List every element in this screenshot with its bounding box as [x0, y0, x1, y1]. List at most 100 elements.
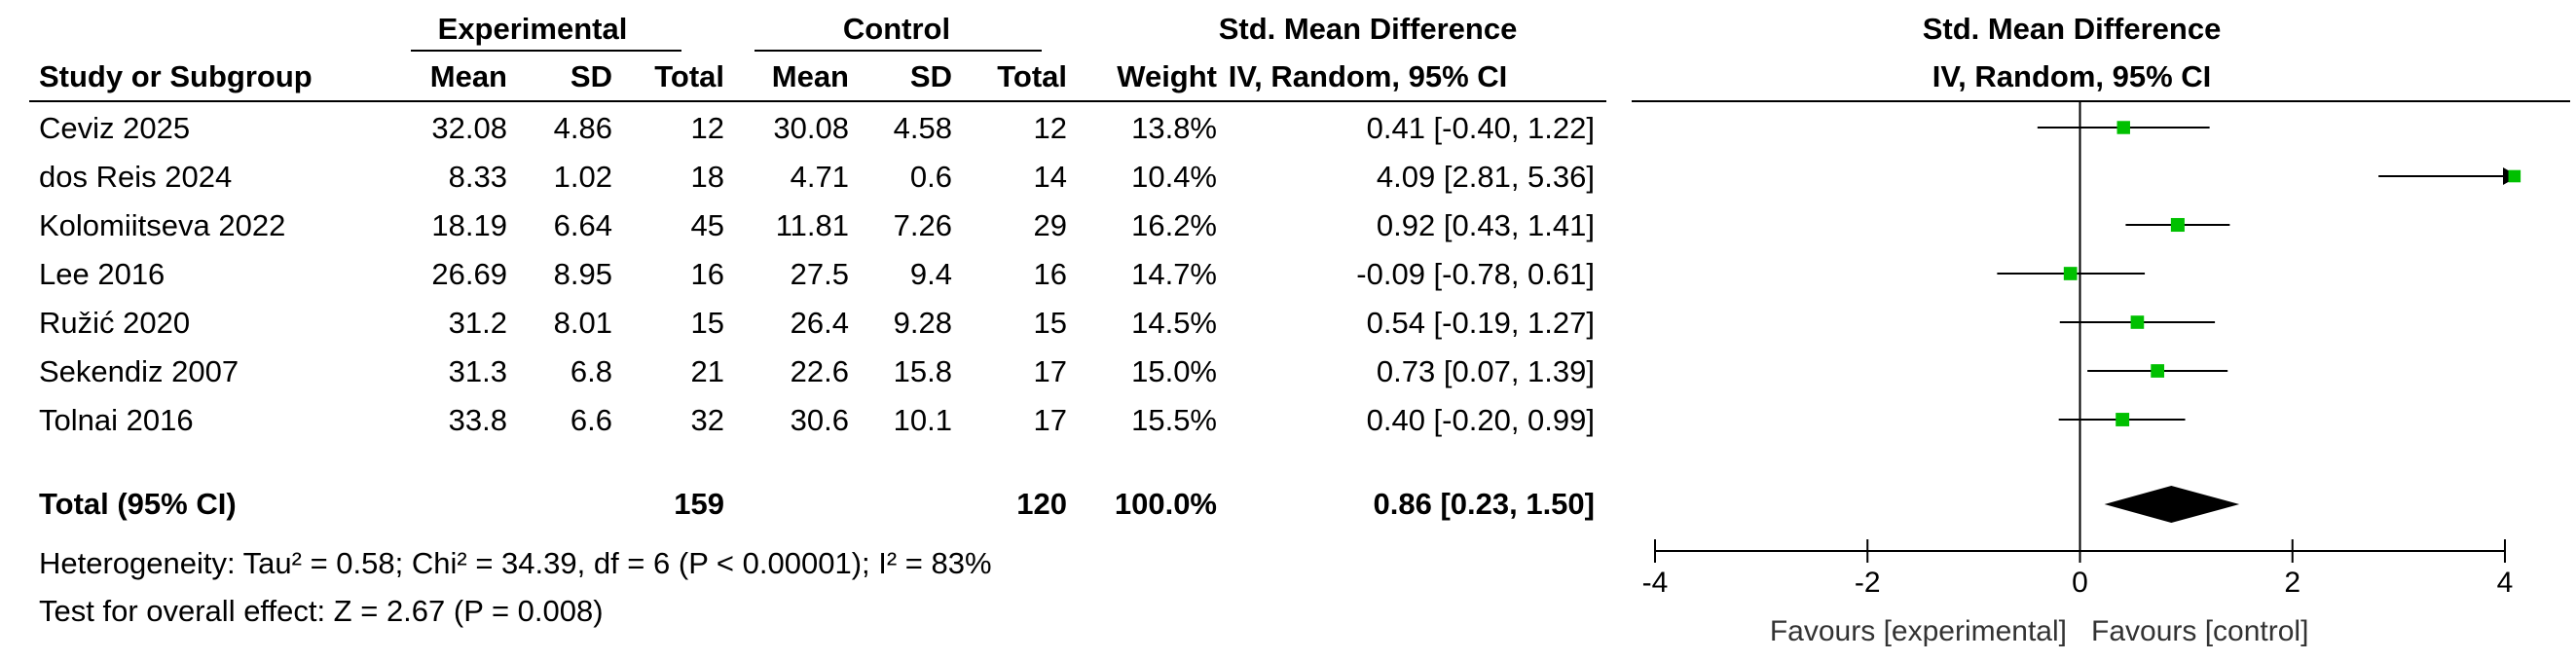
- e-total-cell: 32: [691, 403, 724, 437]
- c-sd-cell: 9.4: [910, 257, 952, 291]
- e-mean-cell: 18.19: [431, 208, 507, 242]
- e-mean-cell: 31.2: [449, 306, 507, 340]
- table-row: Sekendiz 2007 31.3 6.8 21 22.6 15.8 17 15.0% 0.7…: [39, 354, 1595, 388]
- e-total-cell: 12: [691, 111, 724, 145]
- point-estimate-marker: [2170, 217, 2185, 233]
- c-total-cell: 15: [1034, 306, 1067, 340]
- plot-column-header: Std. Mean Difference: [1923, 12, 2222, 46]
- smd-ci-cell: 0.92 [0.43, 1.41]: [1377, 208, 1595, 242]
- weight-cell: 13.8%: [1131, 111, 1217, 145]
- pooled-estimate-diamond: [2104, 486, 2240, 523]
- x-tick-label: -4: [1642, 567, 1669, 599]
- e-sd-cell: 6.8: [570, 354, 612, 388]
- c-mean-cell: 27.5: [791, 257, 849, 291]
- point-estimate-marker: [2151, 364, 2165, 378]
- total-weight: 100.0%: [1115, 487, 1217, 521]
- c-sd-cell: 15.8: [894, 354, 952, 388]
- smd-ci-cell: 0.54 [-0.19, 1.27]: [1367, 306, 1595, 340]
- x-tick-label: 0: [2072, 567, 2088, 599]
- table-row: Ceviz 2025 32.08 4.86 12 30.08 4.58 12 13.8% 0.4…: [39, 111, 1595, 145]
- table-row: Lee 2016 26.69 8.95 16 27.5 9.4 16 14.7% -0.09 […: [39, 257, 1595, 291]
- weight-cell: 14.7%: [1131, 257, 1217, 291]
- overall-effect-text: Test for overall effect: Z = 2.67 (P = 0…: [39, 594, 604, 628]
- e-sd-cell: 8.01: [554, 306, 612, 340]
- e-sd-cell: 4.86: [554, 111, 612, 145]
- total-c-count: 120: [1016, 487, 1067, 521]
- favours-control-label: Favours [control]: [2091, 615, 2308, 647]
- c-total-cell: 17: [1034, 354, 1067, 388]
- c-total-cell: 29: [1034, 208, 1067, 242]
- c-sd-cell: 0.6: [910, 160, 952, 194]
- point-estimate-marker: [2130, 315, 2145, 329]
- x-tick-label: 4: [2497, 567, 2514, 599]
- e-sd-cell: 6.6: [570, 403, 612, 437]
- point-estimate-marker: [2116, 413, 2130, 426]
- weight-cell: 14.5%: [1131, 306, 1217, 340]
- c-mean-header: Mean: [772, 59, 849, 93]
- study-name: Kolomiitseva 2022: [39, 208, 285, 242]
- e-mean-cell: 8.33: [449, 160, 507, 194]
- table-row: dos Reis 2024 8.33 1.02 18 4.71 0.6 14 10.4% 4.0…: [39, 160, 1595, 194]
- c-mean-cell: 26.4: [791, 306, 849, 340]
- e-sd-cell: 1.02: [554, 160, 612, 194]
- table-row: Ružić 2020 31.2 8.01 15 26.4 9.28 15 14.5% 0.54 …: [39, 306, 1595, 340]
- plot-area: -4 -2 0 2 4: [1642, 101, 2521, 599]
- c-sd-cell: 7.26: [894, 208, 952, 242]
- experimental-group-header: Experimental: [438, 12, 628, 46]
- study-name: Tolnai 2016: [39, 403, 194, 437]
- point-estimate-marker: [2508, 169, 2521, 183]
- weight-cell: 15.0%: [1131, 354, 1217, 388]
- c-mean-cell: 11.81: [776, 208, 849, 242]
- c-mean-cell: 30.6: [791, 403, 849, 437]
- control-group-header: Control: [843, 12, 950, 46]
- e-total-header: Total: [654, 59, 724, 93]
- e-total-cell: 21: [691, 354, 724, 388]
- study-name: Sekendiz 2007: [39, 354, 239, 388]
- x-tick-label: -2: [1855, 567, 1881, 599]
- c-total-cell: 17: [1034, 403, 1067, 437]
- table-row: Tolnai 2016 33.8 6.6 32 30.6 10.1 17 15.5% 0.40 …: [39, 403, 1595, 437]
- c-total-cell: 16: [1034, 257, 1067, 291]
- e-mean-cell: 31.3: [449, 354, 507, 388]
- study-column-header: Study or Subgroup: [39, 59, 313, 93]
- smd-ci-cell: 4.09 [2.81, 5.36]: [1377, 160, 1595, 194]
- e-mean-header: Mean: [430, 59, 507, 93]
- e-total-cell: 16: [691, 257, 724, 291]
- study-name: Ružić 2020: [39, 306, 190, 340]
- smd-ci-cell: -0.09 [-0.78, 0.61]: [1356, 257, 1595, 291]
- favours-experimental-label: Favours [experimental]: [1770, 615, 2067, 647]
- c-sd-cell: 9.28: [894, 306, 952, 340]
- heterogeneity-text: Heterogeneity: Tau² = 0.58; Chi² = 34.39…: [39, 546, 992, 580]
- c-total-cell: 14: [1034, 160, 1067, 194]
- weight-cell: 16.2%: [1131, 208, 1217, 242]
- total-e-count: 159: [674, 487, 724, 521]
- e-total-cell: 18: [691, 160, 724, 194]
- study-name: Ceviz 2025: [39, 111, 190, 145]
- weight-header: Weight: [1117, 59, 1217, 93]
- c-mean-cell: 4.71: [791, 160, 849, 194]
- total-row: Total (95% CI) 159 120 100.0% 0.86 [0.23, 1.…: [39, 487, 1595, 521]
- smd-method-header: IV, Random, 95% CI: [1229, 59, 1508, 93]
- x-tick-label: 2: [2284, 567, 2300, 599]
- e-sd-cell: 8.95: [554, 257, 612, 291]
- table-row: Kolomiitseva 2022 18.19 6.64 45 11.81 7.26 29 1…: [39, 208, 1595, 242]
- smd-ci-cell: 0.40 [-0.20, 0.99]: [1367, 403, 1595, 437]
- c-mean-cell: 30.08: [773, 111, 849, 145]
- study-rows: Ceviz 2025 32.08 4.86 12 30.08 4.58 12 13.8% 0.4…: [39, 111, 1595, 521]
- smd-ci-cell: 0.73 [0.07, 1.39]: [1377, 354, 1595, 388]
- e-mean-cell: 33.8: [449, 403, 507, 437]
- e-total-cell: 15: [691, 306, 724, 340]
- c-sd-cell: 10.1: [894, 403, 952, 437]
- smd-column-header: Std. Mean Difference: [1219, 12, 1518, 46]
- e-mean-cell: 32.08: [431, 111, 507, 145]
- e-sd-header: SD: [570, 59, 612, 93]
- study-name: Lee 2016: [39, 257, 165, 291]
- study-name: dos Reis 2024: [39, 160, 232, 194]
- e-mean-cell: 26.69: [431, 257, 507, 291]
- plot-method-header: IV, Random, 95% CI: [1932, 59, 2212, 93]
- c-mean-cell: 22.6: [791, 354, 849, 388]
- weight-cell: 10.4%: [1131, 160, 1217, 194]
- total-label: Total (95% CI): [39, 487, 237, 521]
- point-estimate-marker: [2063, 267, 2078, 280]
